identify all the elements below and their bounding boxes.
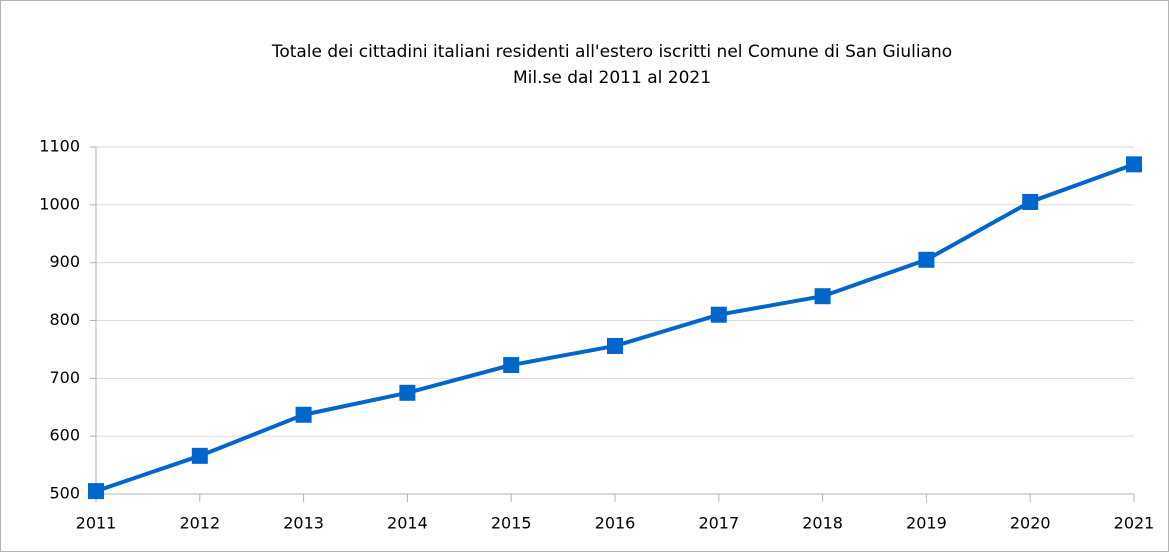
data-point (710, 306, 727, 323)
x-tick-label: 2013 (283, 514, 324, 533)
x-tick-label: 2014 (387, 514, 428, 533)
x-tick-label: 2012 (179, 514, 220, 533)
chart-title: Mil.se dal 2011 al 2021 (513, 68, 711, 88)
x-tick-label: 2016 (595, 514, 636, 533)
data-point (607, 337, 623, 354)
x-tick-label: 2021 (1114, 514, 1155, 533)
x-tick-label: 2020 (1010, 514, 1051, 533)
x-tick-label: 2017 (698, 514, 739, 533)
y-tick-label: 1000 (39, 194, 80, 213)
y-tick-label: 800 (49, 310, 80, 329)
x-tick-label: 2019 (906, 514, 947, 533)
data-point (399, 384, 416, 401)
chart-title: Totale dei cittadini italiani residenti … (271, 42, 952, 62)
y-tick-label: 1100 (39, 137, 80, 156)
data-point (918, 251, 935, 268)
data-point (191, 447, 208, 464)
x-tick-label: 2015 (491, 514, 532, 533)
y-tick-label: 900 (49, 252, 80, 271)
data-point (88, 483, 104, 500)
x-tick-label: 2018 (802, 514, 843, 533)
x-tick-label: 2011 (76, 514, 117, 533)
data-point (814, 288, 831, 305)
y-tick-label: 700 (49, 368, 80, 387)
data-point (1022, 193, 1039, 210)
y-tick-label: 600 (49, 426, 80, 445)
data-point (295, 406, 312, 423)
data-point (503, 357, 520, 374)
y-tick-label: 500 (49, 484, 80, 503)
data-point (1126, 156, 1142, 173)
